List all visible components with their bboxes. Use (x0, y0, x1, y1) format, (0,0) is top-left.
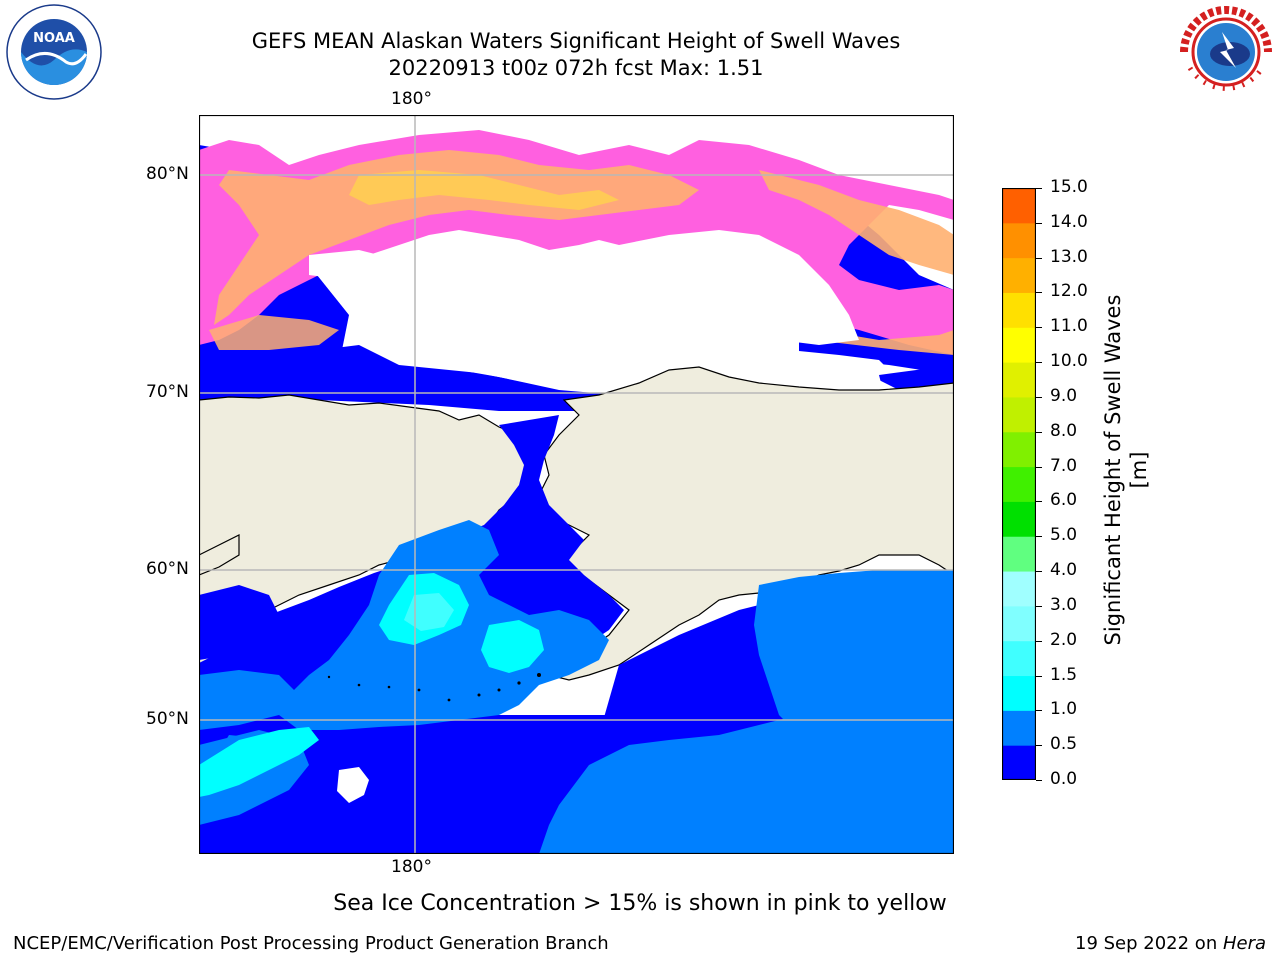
colorbar-segment (1002, 536, 1036, 572)
colorbar-tick-label: 7.0 (1050, 455, 1078, 476)
colorbar-segment (1002, 710, 1036, 746)
colorbar-segment (1002, 396, 1036, 433)
colorbar-tick-label: 2.0 (1050, 629, 1078, 650)
colorbar-tick-label: 4.0 (1050, 560, 1078, 581)
svg-text:NOAA: NOAA (33, 31, 75, 46)
colorbar-ticks: 15.0 14.0 13.0 12.0 11.0 10.0 9.0 8.0 7.0 6.0 5.0 4… (1036, 177, 1116, 789)
lat-label-60n: 60°N (146, 559, 189, 579)
ice-caption: Sea Ice Concentration > 15% is shown in … (333, 891, 947, 916)
lat-label-70n: 70°N (146, 382, 189, 402)
colorbar-segment (1002, 640, 1036, 677)
footer-left: NCEP/EMC/Verification Post Processing Pr… (13, 933, 609, 954)
colorbar-segment (1002, 501, 1036, 537)
colorbar-tick-label: 0.5 (1050, 734, 1078, 755)
colorbar-tick-label: 1.0 (1050, 699, 1078, 720)
colorbar-segment (1002, 362, 1036, 398)
colorbar-tick-label: 8.0 (1050, 420, 1078, 441)
colorbar-segment (1002, 222, 1036, 259)
colorbar-tick-mark (1036, 222, 1042, 224)
colorbar-tick-mark (1036, 780, 1042, 781)
lon-label-bottom: 180° (391, 857, 432, 877)
colorbar-tick-label: 6.0 (1050, 490, 1078, 511)
colorbar-tick-mark (1036, 188, 1042, 189)
colorbar-label: Significant Height of Swell Waves [m] (1101, 294, 1151, 646)
lat-label-80n: 80°N (146, 164, 189, 184)
colorbar-segment (1002, 327, 1036, 363)
colorbar-tick-mark (1036, 431, 1042, 433)
colorbar-tick-mark (1036, 640, 1042, 642)
colorbar-tick-label: 9.0 (1050, 385, 1078, 406)
colorbar-segment (1002, 571, 1036, 607)
title-line-2: 20220913 t00z 072h fcst Max: 1.51 (388, 56, 764, 80)
colorbar-tick-label: 5.0 (1050, 525, 1078, 546)
title-line-1: GEFS MEAN Alaskan Waters Significant Hei… (251, 29, 901, 53)
colorbar-tick-label: 1.5 (1050, 664, 1078, 685)
colorbar-tick-mark (1036, 745, 1042, 747)
colorbar-tick-mark (1036, 501, 1042, 503)
footer-right: 19 Sep 2022 on Hera (1075, 933, 1266, 954)
colorbar-segment (1002, 466, 1036, 502)
colorbar-segment (1002, 745, 1036, 780)
colorbar-segment (1002, 605, 1036, 642)
colorbar-tick-mark (1036, 257, 1042, 259)
noaa-logo: NOAA (6, 4, 102, 100)
colorbar-tick-label: 3.0 (1050, 594, 1078, 615)
map-panel (199, 115, 954, 854)
colorbar-tick-mark (1036, 536, 1042, 538)
colorbar-segment (1002, 257, 1036, 293)
footer-machine: Hera (1222, 933, 1266, 954)
colorbar-tick-label: 15.0 (1050, 177, 1088, 197)
colorbar-tick-mark (1036, 466, 1042, 468)
colorbar (1002, 188, 1036, 780)
colorbar-tick-label: 14.0 (1050, 211, 1088, 232)
nws-logo (1176, 2, 1276, 102)
colorbar-tick-label: 11.0 (1050, 316, 1088, 337)
colorbar-tick-mark (1036, 710, 1042, 712)
swell-1.0-1.5-southwest (199, 727, 319, 797)
colorbar-tick-mark (1036, 605, 1042, 607)
colorbar-frame (1002, 188, 1036, 780)
colorbar-tick-label: 13.0 (1050, 246, 1088, 267)
graticule (199, 115, 954, 854)
colorbar-tick-label: 0.0 (1050, 769, 1078, 789)
footer-date: 19 Sep 2022 on (1075, 933, 1223, 954)
colorbar-segment (1002, 675, 1036, 711)
colorbar-tick-label: 10.0 (1050, 351, 1088, 372)
colorbar-segment (1002, 431, 1036, 468)
lon-label-top: 180° (391, 89, 432, 109)
colorbar-tick-mark (1036, 396, 1042, 398)
colorbar-tick-mark (1036, 292, 1042, 294)
colorbar-tick-label: 12.0 (1050, 281, 1088, 302)
colorbar-tick-mark (1036, 327, 1042, 329)
colorbar-tick-mark (1036, 362, 1042, 364)
colorbar-segment (1002, 292, 1036, 328)
colorbar-tick-mark (1036, 571, 1042, 573)
land-alaska (538, 366, 954, 681)
lat-label-50n: 50°N (146, 709, 189, 729)
colorbar-segment (1002, 188, 1036, 224)
colorbar-tick-mark (1036, 675, 1042, 677)
